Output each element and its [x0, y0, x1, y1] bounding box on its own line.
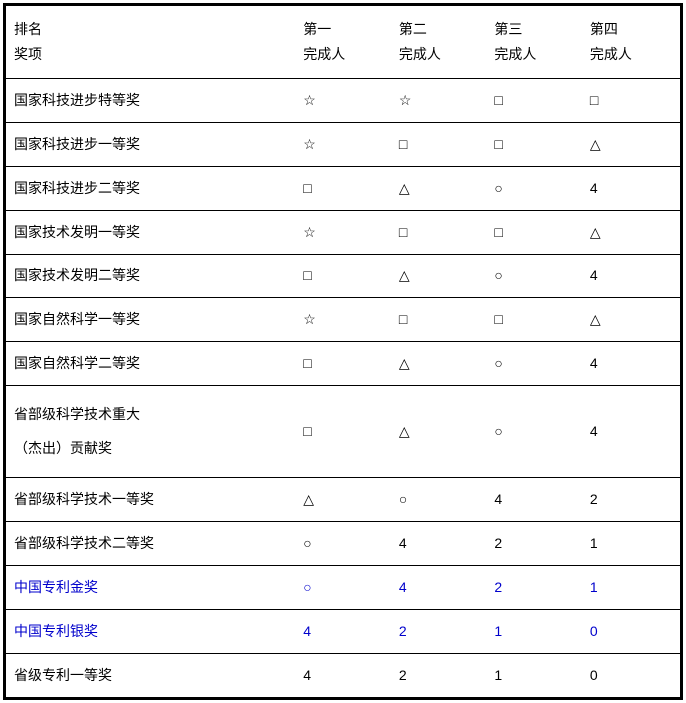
- row-value: 1: [586, 566, 682, 610]
- row-value: ○: [299, 522, 395, 566]
- row-name: 国家技术发明二等奖: [5, 254, 300, 298]
- row-name-line: 省部级科学技术重大: [14, 406, 140, 422]
- header-name-line1: 排名: [14, 21, 42, 37]
- row-value: 4: [586, 342, 682, 386]
- row-value: △: [395, 342, 491, 386]
- row-name-line: （杰出）贡献奖: [14, 440, 112, 456]
- row-name: 省级专利一等奖: [5, 653, 300, 698]
- row-value: □: [490, 298, 586, 342]
- table-row: 省部级科学技术二等奖○421: [5, 522, 682, 566]
- row-value: □: [586, 78, 682, 122]
- row-value: □: [490, 122, 586, 166]
- row-value: □: [490, 210, 586, 254]
- row-value: □: [490, 78, 586, 122]
- table-row: 国家技术发明二等奖□△○4: [5, 254, 682, 298]
- table-row: 国家科技进步二等奖□△○4: [5, 166, 682, 210]
- row-value: ○: [299, 566, 395, 610]
- row-value: △: [299, 478, 395, 522]
- header-row: 排名 奖项 第一 完成人 第二 完成人 第三 完成人 第四 完成人: [5, 5, 682, 79]
- row-value: ○: [395, 478, 491, 522]
- row-value: 0: [586, 610, 682, 654]
- row-value: □: [299, 386, 395, 478]
- row-value: 2: [586, 478, 682, 522]
- header-name: 排名 奖项: [5, 5, 300, 79]
- row-value: 4: [586, 386, 682, 478]
- header-c2-line2: 完成人: [399, 46, 441, 62]
- row-value: 0: [586, 653, 682, 698]
- row-value: □: [395, 122, 491, 166]
- header-c1-line2: 完成人: [303, 46, 345, 62]
- row-value: 2: [395, 610, 491, 654]
- row-value: □: [299, 166, 395, 210]
- row-value: △: [586, 122, 682, 166]
- row-value: △: [395, 254, 491, 298]
- table-row: 国家科技进步一等奖☆□□△: [5, 122, 682, 166]
- header-c4-line2: 完成人: [590, 46, 632, 62]
- row-name: 中国专利银奖: [5, 610, 300, 654]
- row-value: ☆: [395, 78, 491, 122]
- row-value: 1: [586, 522, 682, 566]
- row-value: 4: [490, 478, 586, 522]
- row-value: 2: [490, 566, 586, 610]
- awards-table-body: 排名 奖项 第一 完成人 第二 完成人 第三 完成人 第四 完成人: [5, 5, 682, 699]
- row-value: □: [395, 298, 491, 342]
- row-value: ☆: [299, 210, 395, 254]
- row-value: ○: [490, 166, 586, 210]
- row-name: 省部级科学技术重大 （杰出）贡献奖: [5, 386, 300, 478]
- row-value: 2: [490, 522, 586, 566]
- row-name: 国家科技进步二等奖: [5, 166, 300, 210]
- table-row: 省部级科学技术重大 （杰出）贡献奖 □△○4: [5, 386, 682, 478]
- row-value: 2: [395, 653, 491, 698]
- header-c3: 第三 完成人: [490, 5, 586, 79]
- row-value: 1: [490, 610, 586, 654]
- table-row: 省级专利一等奖4210: [5, 653, 682, 698]
- row-name: 国家技术发明一等奖: [5, 210, 300, 254]
- table-row: 国家科技进步特等奖☆☆□□: [5, 78, 682, 122]
- row-value: 4: [395, 566, 491, 610]
- header-c4: 第四 完成人: [586, 5, 682, 79]
- row-value: ☆: [299, 78, 395, 122]
- table-row: 国家自然科学二等奖□△○4: [5, 342, 682, 386]
- row-value: △: [586, 298, 682, 342]
- row-value: ○: [490, 254, 586, 298]
- row-name: 省部级科学技术一等奖: [5, 478, 300, 522]
- row-name: 国家自然科学二等奖: [5, 342, 300, 386]
- table-row: 国家自然科学一等奖☆□□△: [5, 298, 682, 342]
- header-name-line2: 奖项: [14, 46, 42, 62]
- row-value: 4: [586, 254, 682, 298]
- header-c4-line1: 第四: [590, 21, 618, 37]
- header-c2: 第二 完成人: [395, 5, 491, 79]
- row-value: ☆: [299, 298, 395, 342]
- header-c1-line1: 第一: [303, 21, 331, 37]
- header-c2-line1: 第二: [399, 21, 427, 37]
- table-row: 国家技术发明一等奖☆□□△: [5, 210, 682, 254]
- header-c3-line1: 第三: [494, 21, 522, 37]
- row-name: 国家自然科学一等奖: [5, 298, 300, 342]
- header-c3-line2: 完成人: [494, 46, 536, 62]
- table-container: 排名 奖项 第一 完成人 第二 完成人 第三 完成人 第四 完成人: [0, 0, 686, 703]
- row-value: □: [395, 210, 491, 254]
- row-name: 国家科技进步一等奖: [5, 122, 300, 166]
- awards-table: 排名 奖项 第一 完成人 第二 完成人 第三 完成人 第四 完成人: [3, 3, 683, 700]
- table-row: 省部级科学技术一等奖△○42: [5, 478, 682, 522]
- row-value: △: [395, 166, 491, 210]
- table-row: 中国专利银奖4210: [5, 610, 682, 654]
- header-c1: 第一 完成人: [299, 5, 395, 79]
- row-value: 4: [586, 166, 682, 210]
- row-value: 4: [299, 653, 395, 698]
- row-value: ○: [490, 386, 586, 478]
- row-name: 省部级科学技术二等奖: [5, 522, 300, 566]
- row-value: ○: [490, 342, 586, 386]
- row-value: ☆: [299, 122, 395, 166]
- row-value: 4: [299, 610, 395, 654]
- row-value: □: [299, 254, 395, 298]
- row-name: 国家科技进步特等奖: [5, 78, 300, 122]
- row-value: 4: [395, 522, 491, 566]
- table-row: 中国专利金奖○421: [5, 566, 682, 610]
- row-value: □: [299, 342, 395, 386]
- row-value: 1: [490, 653, 586, 698]
- row-name: 中国专利金奖: [5, 566, 300, 610]
- row-value: △: [586, 210, 682, 254]
- row-value: △: [395, 386, 491, 478]
